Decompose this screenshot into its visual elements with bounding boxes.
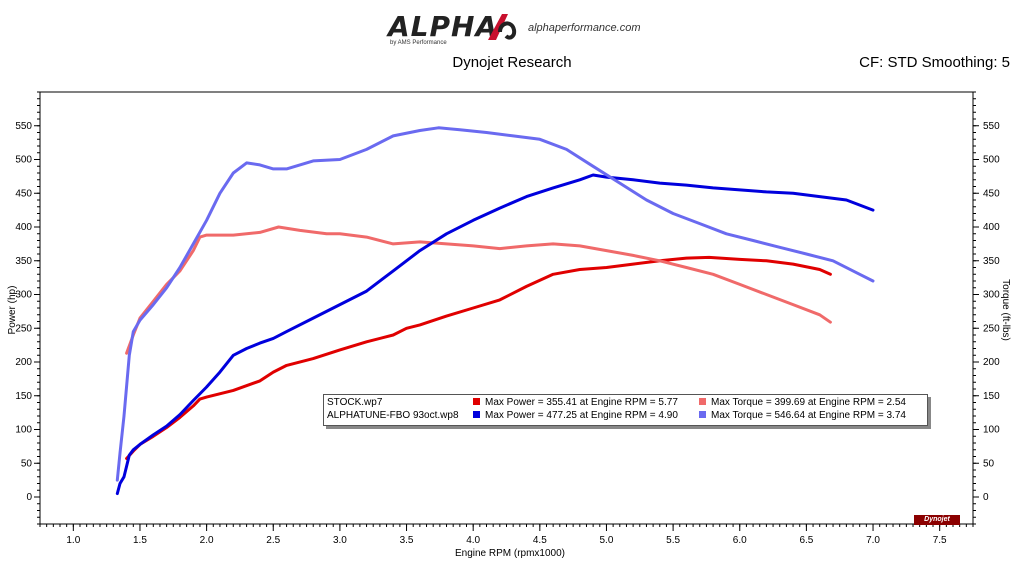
x-tick-label: 7.0	[866, 535, 880, 546]
x-tick-label: 4.0	[466, 535, 480, 546]
y-tick-label: 50	[21, 458, 33, 469]
y2-tick-label: 250	[983, 323, 1000, 334]
y-tick-label: 150	[15, 391, 32, 402]
y-tick-label: 550	[15, 121, 32, 132]
swatch-icon	[699, 398, 706, 405]
y2-tick-label: 150	[983, 391, 1000, 402]
y-tick-label: 300	[15, 290, 32, 301]
series-line-stock-torque	[125, 225, 832, 355]
x-tick-label: 2.0	[200, 535, 214, 546]
legend-run-name: ALPHATUNE-FBO 93oct.wp8	[327, 410, 459, 421]
legend-torque: Max Torque = 546.64 at Engine RPM = 3.74	[699, 410, 906, 421]
x-axis-title: Engine RPM (rpmx1000)	[455, 548, 565, 559]
x-tick-label: 1.0	[66, 535, 80, 546]
legend-torque: Max Torque = 399.69 at Engine RPM = 2.54	[699, 397, 906, 408]
y2-tick-label: 450	[983, 188, 1000, 199]
x-tick-label: 6.0	[733, 535, 747, 546]
x-tick-label: 5.5	[666, 535, 680, 546]
swatch-icon	[699, 411, 706, 418]
x-tick-label: 6.5	[799, 535, 813, 546]
x-tick-label: 2.5	[266, 535, 280, 546]
swatch-icon	[473, 411, 480, 418]
dynojet-badge: Dynojet	[914, 515, 960, 525]
chart-series	[115, 126, 875, 496]
series-line-stock-power	[125, 255, 832, 460]
logo-url: alphaperformance.com	[528, 22, 641, 34]
y2-tick-label: 200	[983, 357, 1000, 368]
y-tick-label: 200	[15, 357, 32, 368]
y-tick-label: 500	[15, 155, 32, 166]
legend-power-text: Max Power = 477.25 at Engine RPM = 4.90	[485, 410, 678, 421]
legend-power: Max Power = 477.25 at Engine RPM = 4.90	[473, 410, 678, 421]
legend-torque-text: Max Torque = 399.69 at Engine RPM = 2.54	[711, 397, 906, 408]
legend-torque-text: Max Torque = 546.64 at Engine RPM = 3.74	[711, 410, 906, 421]
brand-logo: ALPHA by AMS Performance alphaperformanc…	[388, 10, 648, 50]
correction-factor: CF: STD Smoothing: 5	[859, 54, 1010, 71]
y-tick-label: 400	[15, 222, 32, 233]
x-tick-label: 1.5	[133, 535, 147, 546]
swatch-icon	[473, 398, 480, 405]
y2-tick-label: 50	[983, 458, 995, 469]
y2-tick-label: 500	[983, 155, 1000, 166]
logo-wordmark: ALPHA	[388, 10, 499, 43]
y-tick-label: 450	[15, 188, 32, 199]
x-tick-label: 4.5	[533, 535, 547, 546]
y-axis-title: Power (hp)	[7, 286, 18, 335]
y-tick-label: 250	[15, 323, 32, 334]
series-line-alphatune-power	[115, 173, 875, 496]
alpha-mark-icon	[488, 14, 517, 40]
y2-tick-label: 300	[983, 290, 1000, 301]
y-tick-label: 0	[26, 492, 32, 503]
chart-legend: STOCK.wp7 Max Power = 355.41 at Engine R…	[323, 394, 928, 426]
x-tick-label: 7.5	[933, 535, 947, 546]
x-tick-label: 5.0	[600, 535, 614, 546]
series-line-alphatune-torque	[115, 126, 875, 482]
y-tick-label: 350	[15, 256, 32, 267]
chart-axes: 0 0 50 50 100 100 150 150 200 200 250 250 300 300 350 3…	[15, 91, 1000, 546]
y2-tick-label: 550	[983, 121, 1000, 132]
y-tick-label: 100	[15, 425, 32, 436]
logo-subtitle: by AMS Performance	[390, 40, 447, 46]
y2-tick-label: 100	[983, 425, 1000, 436]
plot-frame	[39, 91, 974, 525]
legend-power: Max Power = 355.41 at Engine RPM = 5.77	[473, 397, 678, 408]
legend-run-name: STOCK.wp7	[327, 397, 383, 408]
chart-title: Dynojet Research	[452, 54, 572, 71]
legend-power-text: Max Power = 355.41 at Engine RPM = 5.77	[485, 397, 678, 408]
x-tick-label: 3.5	[400, 535, 414, 546]
y2-tick-label: 0	[983, 492, 989, 503]
y2-axis-title: Torque (ft-lbs)	[1000, 279, 1011, 341]
x-tick-label: 3.0	[333, 535, 347, 546]
y2-tick-label: 350	[983, 256, 1000, 267]
y2-tick-label: 400	[983, 222, 1000, 233]
